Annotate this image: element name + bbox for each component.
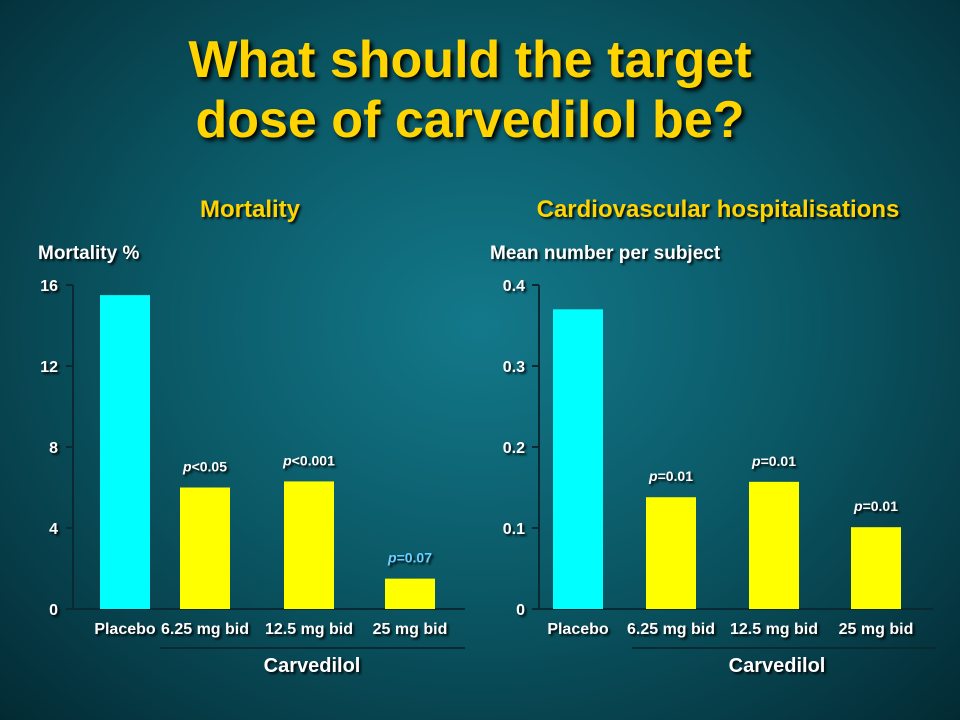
chart-1-y-axis-label: Mortality %: [38, 243, 139, 264]
slide-title: What should the target dose of carvedilo…: [0, 30, 940, 150]
chart-1-bar-carvedilol-2: [284, 481, 334, 609]
chart-1-bar-placebo: [100, 295, 150, 609]
chart-1-group-label: Carvedilol: [264, 655, 361, 677]
chart-2-y-tick-label: 0.2: [503, 440, 525, 457]
chart-1-y-tick-label: 0: [49, 602, 58, 619]
chart-1-category-label: 12.5 mg bid: [265, 621, 353, 638]
chart-2-bar-placebo: [553, 309, 603, 609]
chart-2-p-value-label: p=0.01: [853, 498, 898, 514]
chart-1-category-label: 6.25 mg bid: [161, 621, 249, 638]
chart-1-p-value-label: p<0.05: [182, 459, 227, 475]
chart-2-category-label: 12.5 mg bid: [730, 621, 818, 638]
chart-1-p-value-label: p<0.001: [282, 452, 335, 468]
chart-2-y-tick-label: 0.3: [503, 359, 525, 376]
chart-2-category-label: 6.25 mg bid: [627, 621, 715, 638]
chart-1-category-label: Placebo: [94, 621, 156, 638]
chart-2-category-label: 25 mg bid: [839, 621, 914, 638]
chart-1-y-tick-label: 16: [40, 278, 58, 295]
chart-2-y-tick-label: 0.4: [503, 278, 525, 295]
chart-2-title: Cardiovascular hospitalisations: [537, 196, 900, 223]
chart-2-p-value-label: p=0.01: [648, 468, 693, 484]
chart-2-y-axis-label: Mean number per subject: [490, 243, 721, 264]
chart-2-p-value-label: p=0.01: [751, 453, 796, 469]
chart-1-title: Mortality: [200, 196, 301, 223]
chart-2-bar-carvedilol-3: [851, 527, 901, 609]
chart-1-bar-carvedilol-1: [180, 487, 230, 609]
chart-2-bar-carvedilol-2: [749, 481, 799, 609]
chart-2-group-label: Carvedilol: [729, 655, 826, 677]
chart-1-bar-carvedilol-3: [385, 578, 435, 609]
chart-1-y-tick-label: 12: [40, 359, 58, 376]
chart-1-y-tick-label: 4: [49, 521, 58, 538]
chart-2-y-tick-label: 0.1: [503, 521, 525, 538]
chart-1-y-tick-label: 8: [49, 440, 58, 457]
chart-2-bar-carvedilol-1: [646, 497, 696, 609]
chart-2-category-label: Placebo: [547, 621, 609, 638]
chart-1-category-label: 25 mg bid: [373, 621, 448, 638]
chart-2-y-tick-label: 0: [516, 602, 525, 619]
slide-title-line-1: What should the target: [188, 31, 752, 89]
chart-1-p-value-label: p=0.07: [387, 550, 432, 566]
slide-title-line-2: dose of carvedilol be?: [195, 91, 745, 149]
